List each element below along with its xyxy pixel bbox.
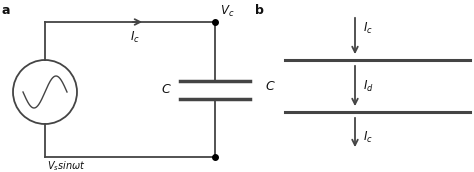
Text: $V_c$: $V_c$ [220,4,235,19]
Text: $C$: $C$ [161,83,172,96]
Text: $I_d$: $I_d$ [363,78,374,94]
Text: a: a [2,4,10,17]
Text: $V_s sin\omega t$: $V_s sin\omega t$ [47,159,86,172]
Text: $I_c$: $I_c$ [363,130,373,144]
Text: $I_c$: $I_c$ [130,30,140,45]
Text: b: b [255,4,264,17]
Text: $C$: $C$ [265,79,276,93]
Text: $I_c$: $I_c$ [363,20,373,36]
